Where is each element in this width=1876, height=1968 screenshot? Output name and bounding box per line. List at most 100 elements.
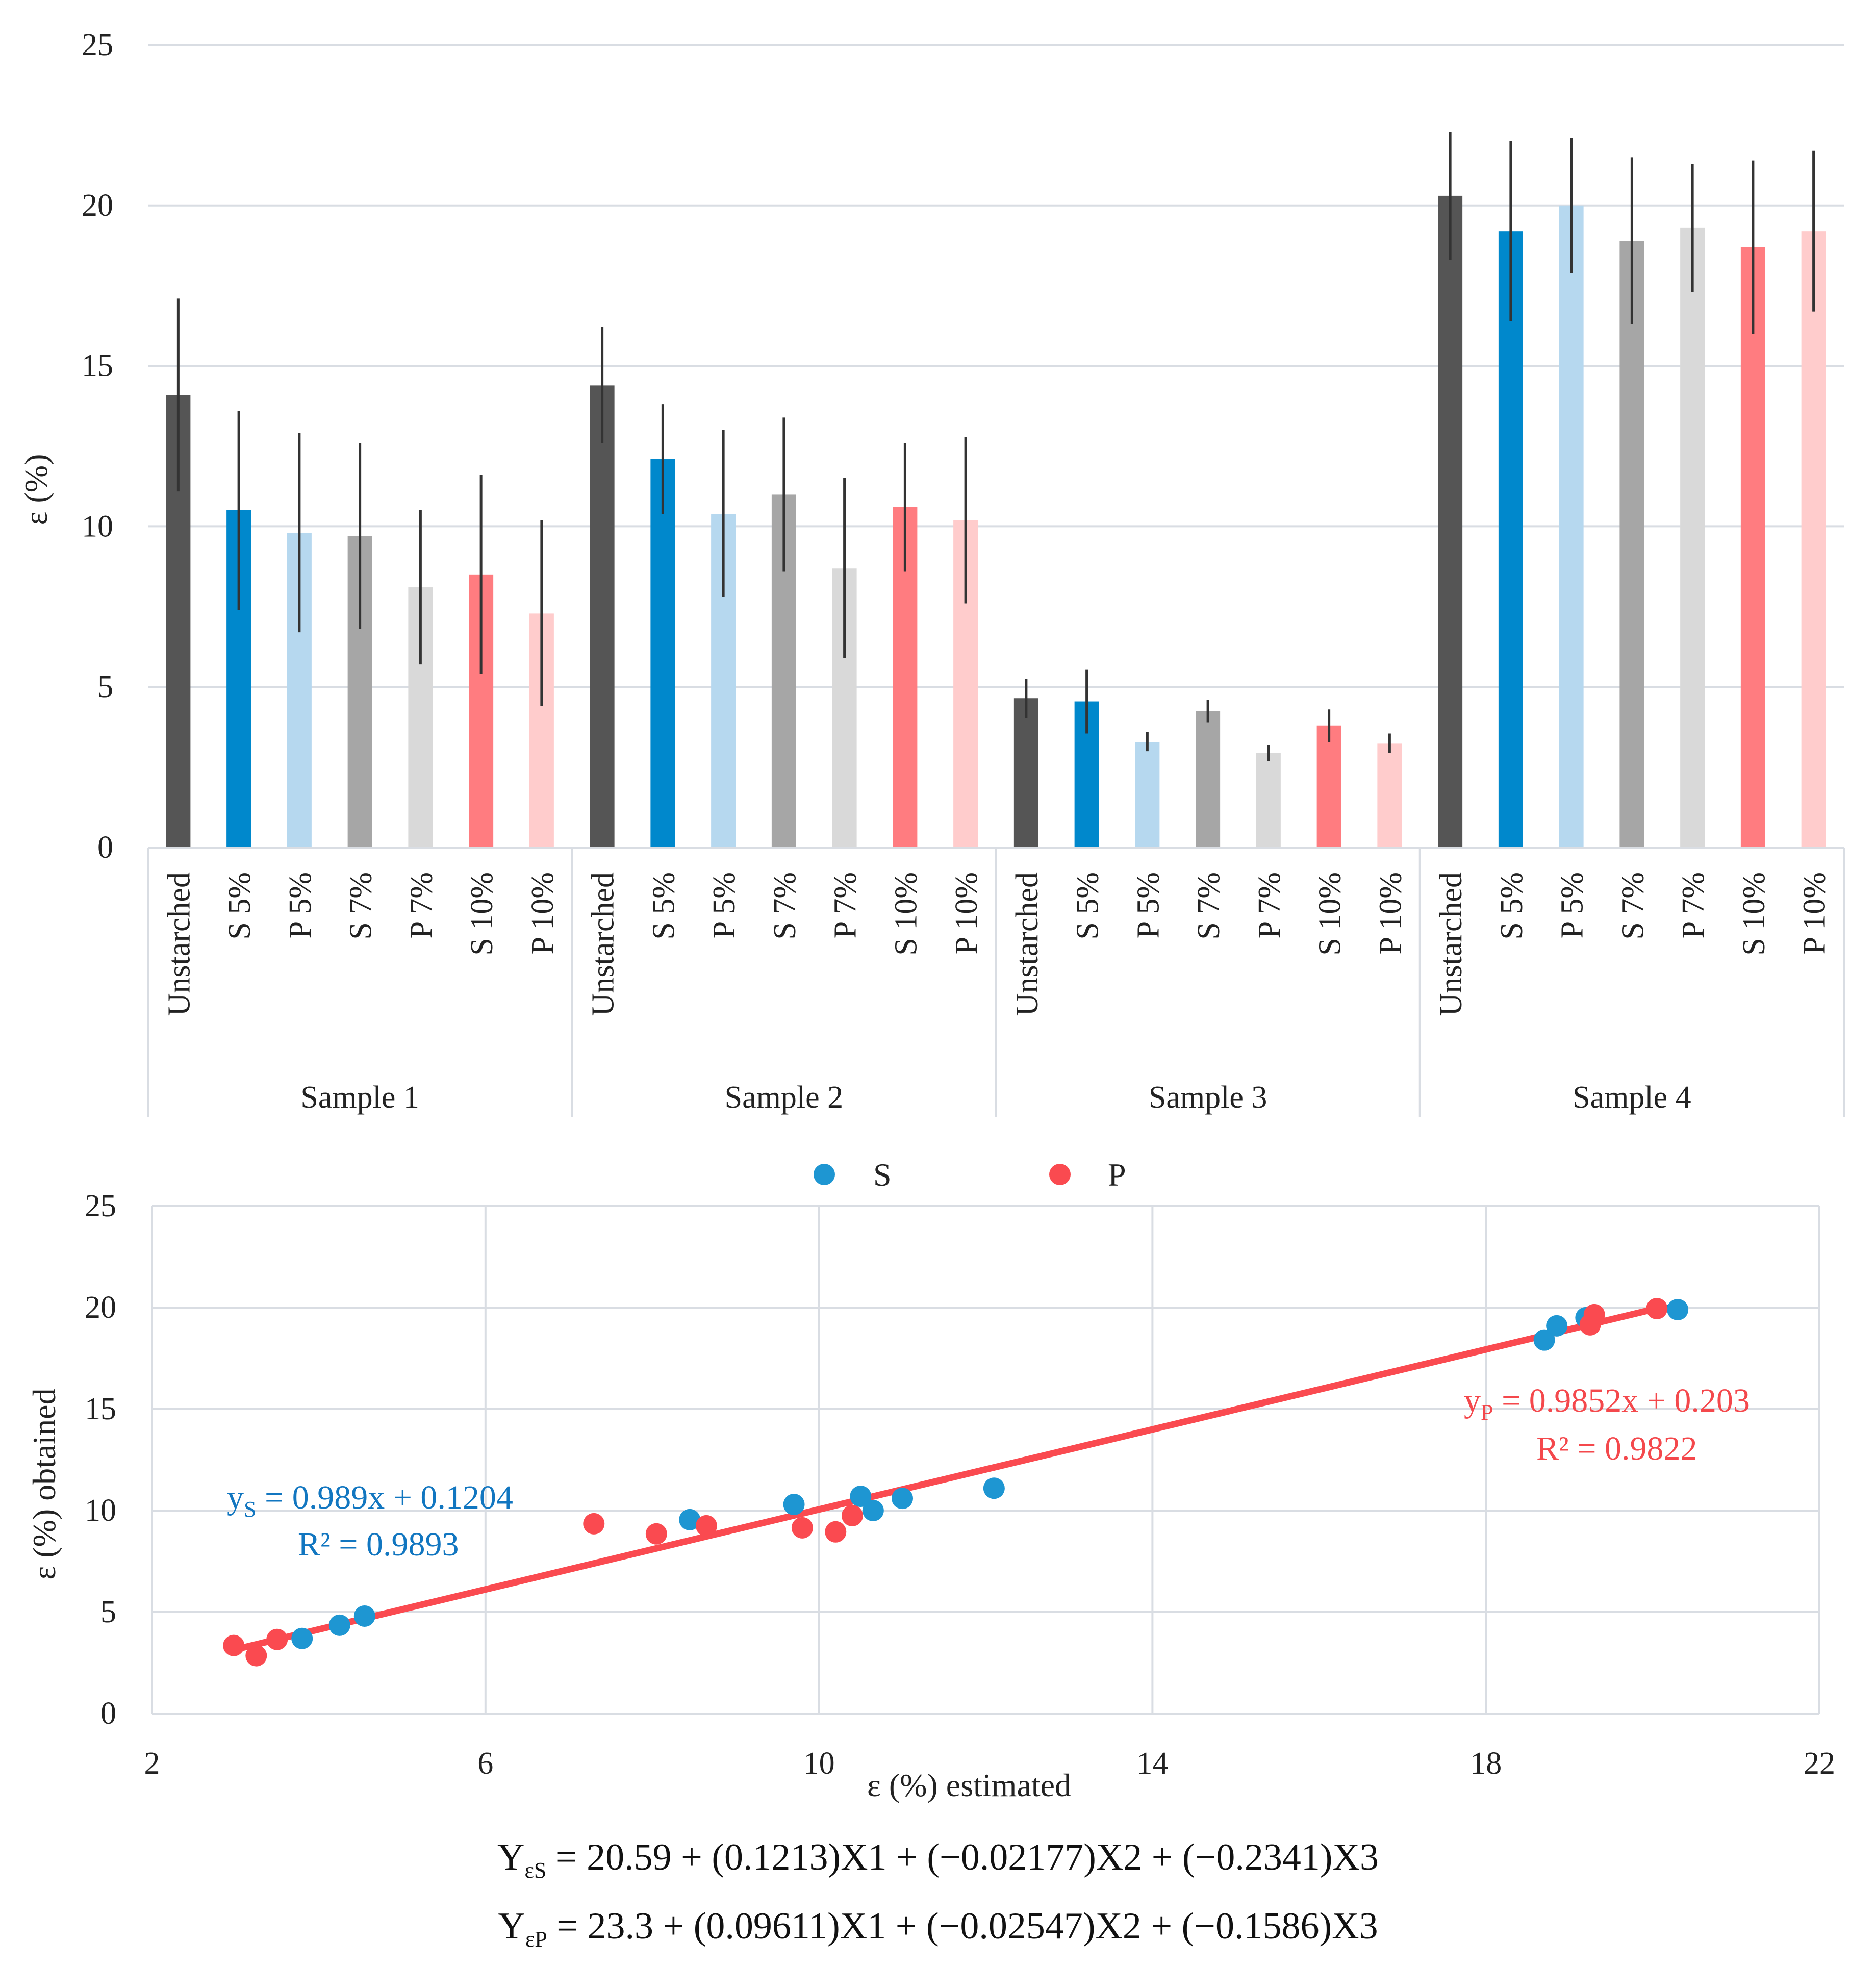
bar	[1740, 247, 1765, 848]
bar	[1801, 231, 1826, 848]
scatter-x-tick-label: 14	[1136, 1746, 1168, 1781]
category-label: P 10%	[1373, 872, 1408, 954]
category-label: S 5%	[222, 872, 257, 940]
model-s-right: = 20.59 + (0.1213)X1 + (−0.02177)X2 + (−…	[546, 1836, 1379, 1878]
category-label: S 7%	[768, 872, 802, 940]
category-label: S 5%	[1071, 872, 1105, 940]
r2-s-text: R² = 0.9893	[298, 1526, 459, 1563]
point-s	[353, 1605, 375, 1627]
bar	[1013, 698, 1038, 848]
bar	[1135, 742, 1160, 848]
point-s	[783, 1494, 805, 1516]
trendlines	[230, 1302, 1678, 1653]
bar-series	[166, 195, 1826, 848]
bar	[1377, 743, 1402, 848]
point-p	[825, 1521, 847, 1543]
category-label: Unstarched	[1010, 872, 1045, 1016]
category-label: Unstarched	[1434, 872, 1468, 1016]
point-s	[1533, 1329, 1555, 1351]
scatter-chart: S P 2 6 10 14 18 22 0 5 10 15 20 25 ε (%) obtained…	[26, 1157, 1835, 1803]
point-p	[245, 1645, 267, 1667]
scatter-y-tick-label: 25	[85, 1189, 116, 1223]
group-label: Sample 3	[1149, 1080, 1267, 1115]
point-s	[892, 1488, 914, 1510]
bar	[1559, 205, 1584, 848]
group-label: Sample 4	[1573, 1080, 1691, 1115]
scatter-y-tick-label: 0	[100, 1696, 116, 1731]
category-label: S 10%	[1737, 872, 1771, 956]
category-label: P 5%	[1131, 872, 1165, 938]
scatter-y-tick-label: 5	[100, 1595, 116, 1629]
bar-chart: 0 5 10 15 20 25 ε (%) Unstarched S 5% P 5% S 7% P…	[18, 28, 1845, 1117]
category-label: S 7%	[1191, 872, 1226, 940]
category-label: P 7%	[1252, 872, 1287, 938]
point-p	[1583, 1304, 1605, 1325]
scatter-y-tick-label: 15	[85, 1392, 116, 1426]
bar-y-tick-labels: 0 5 10 15 20 25	[82, 28, 113, 865]
equation-s-prefix: y	[227, 1479, 244, 1516]
model-p-sub: εP	[525, 1926, 547, 1952]
point-p	[266, 1628, 288, 1650]
category-label: P 5%	[707, 872, 742, 938]
bar	[1498, 231, 1523, 848]
category-label: S 7%	[344, 872, 378, 940]
category-label: S 10%	[1313, 872, 1348, 956]
bar-y-tick-label: 5	[97, 670, 113, 704]
point-p	[695, 1515, 717, 1537]
category-label: P 7%	[1676, 872, 1711, 938]
equation-p-text: yP = 0.9852x + 0.203	[1464, 1382, 1750, 1425]
bar-category-axis: Unstarched S 5% P 5% S 7% P 7% S 10% P 10% Samp…	[147, 847, 1845, 1117]
point-p	[1646, 1297, 1668, 1319]
category-label: P 7%	[828, 872, 863, 938]
category-label: S 5%	[1494, 872, 1529, 940]
bar-y-tick-label: 15	[82, 349, 113, 384]
category-label: P 10%	[1797, 872, 1832, 954]
bar-gridlines	[148, 44, 1844, 688]
legend-label-p: P	[1108, 1157, 1126, 1193]
bar	[1619, 241, 1644, 848]
bar-y-tick-label: 25	[82, 28, 113, 62]
legend-label-s: S	[873, 1157, 892, 1193]
point-s	[1546, 1315, 1568, 1337]
point-p	[841, 1504, 863, 1526]
model-equation-s: YεS = 20.59 + (0.1213)X1 + (−0.02177)X2 …	[0, 1836, 1876, 1883]
bar	[1680, 227, 1705, 848]
category-label: P 5%	[1555, 872, 1590, 938]
bar-y-axis-title: ε (%)	[18, 454, 54, 525]
point-p	[583, 1513, 605, 1535]
category-label: S 5%	[646, 872, 681, 940]
equation-p-body: = 0.9852x + 0.203	[1493, 1382, 1750, 1419]
bar	[1438, 195, 1463, 848]
bar	[650, 459, 675, 848]
point-s	[983, 1477, 1005, 1499]
equation-s-text: yS = 0.989x + 0.1204	[227, 1479, 513, 1522]
scatter-x-axis-title: ε (%) estimated	[867, 1767, 1071, 1803]
scatter-x-tick-label: 22	[1804, 1746, 1835, 1781]
scatter-y-tick-label: 20	[85, 1290, 116, 1325]
category-label: P 5%	[283, 872, 318, 938]
equation-p-subscript: P	[1481, 1400, 1493, 1425]
scatter-legend: S P	[814, 1157, 1126, 1193]
group-label: Sample 1	[300, 1080, 419, 1115]
scatter-y-axis-title: ε (%) obtained	[26, 1388, 62, 1579]
category-label: Unstarched	[586, 872, 621, 1016]
bar-y-tick-label: 0	[97, 830, 113, 865]
point-p	[791, 1517, 813, 1539]
model-equation-p: YεP = 23.3 + (0.09611)X1 + (−0.02547)X2 …	[0, 1905, 1876, 1952]
point-s	[850, 1486, 872, 1507]
category-label: Unstarched	[162, 872, 196, 1016]
scatter-x-tick-label: 18	[1470, 1746, 1502, 1781]
bar	[590, 385, 615, 848]
bar-error-bars	[176, 131, 1815, 761]
bar	[1256, 753, 1281, 848]
legend-marker-p	[1049, 1164, 1071, 1185]
scatter-points	[223, 1297, 1689, 1667]
model-p-left: Y	[498, 1905, 525, 1947]
point-s	[291, 1627, 313, 1649]
r2-p-text: R² = 0.9822	[1536, 1430, 1697, 1467]
scatter-y-tick-labels: 0 5 10 15 20 25	[85, 1189, 116, 1731]
point-s	[862, 1500, 884, 1521]
model-s-sub: εS	[524, 1857, 547, 1883]
scatter-gridlines	[151, 1205, 1820, 1715]
scatter-x-tick-label: 2	[144, 1746, 160, 1781]
